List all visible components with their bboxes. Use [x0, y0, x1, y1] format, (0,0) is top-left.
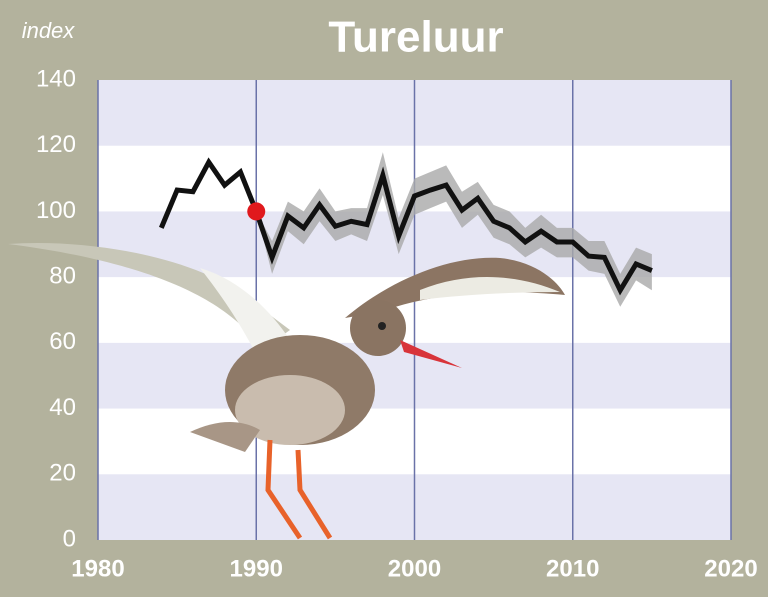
bird-beak	[400, 340, 462, 368]
series	[158, 157, 653, 296]
y-tick-label: 60	[49, 328, 76, 355]
x-tick-label: 2020	[704, 555, 757, 582]
confidence-band	[256, 152, 652, 307]
bird-eye	[378, 322, 386, 330]
y-tick-label: 100	[36, 197, 76, 224]
x-tick-label: 2000	[388, 555, 441, 582]
highlight-point	[247, 202, 266, 221]
x-tick-label: 1980	[71, 555, 124, 582]
chart-title: Tureluur	[328, 13, 503, 62]
bird-head	[350, 300, 406, 356]
bird-tail	[190, 421, 260, 452]
y-tick-label: 120	[36, 131, 76, 158]
bird-belly	[235, 375, 345, 445]
y-tick-label: 140	[36, 65, 76, 92]
y-tick-label: 20	[49, 460, 76, 487]
series-line	[158, 157, 653, 296]
bird-photo	[8, 242, 565, 540]
ticks: 0 20 40 60 80 100 120 140 1980 1990 2000 2010 2020	[36, 65, 758, 582]
x-tick-label: 1990	[230, 555, 283, 582]
y-tick-label: 0	[63, 525, 76, 552]
y-tick-label: 40	[49, 394, 76, 421]
bird-legs	[265, 439, 333, 540]
plot-area	[97, 80, 732, 540]
y-axis-label: index	[22, 18, 76, 43]
wing-right-white	[420, 277, 560, 300]
x-tick-label: 2010	[546, 555, 599, 582]
y-tick-label: 80	[49, 262, 76, 289]
